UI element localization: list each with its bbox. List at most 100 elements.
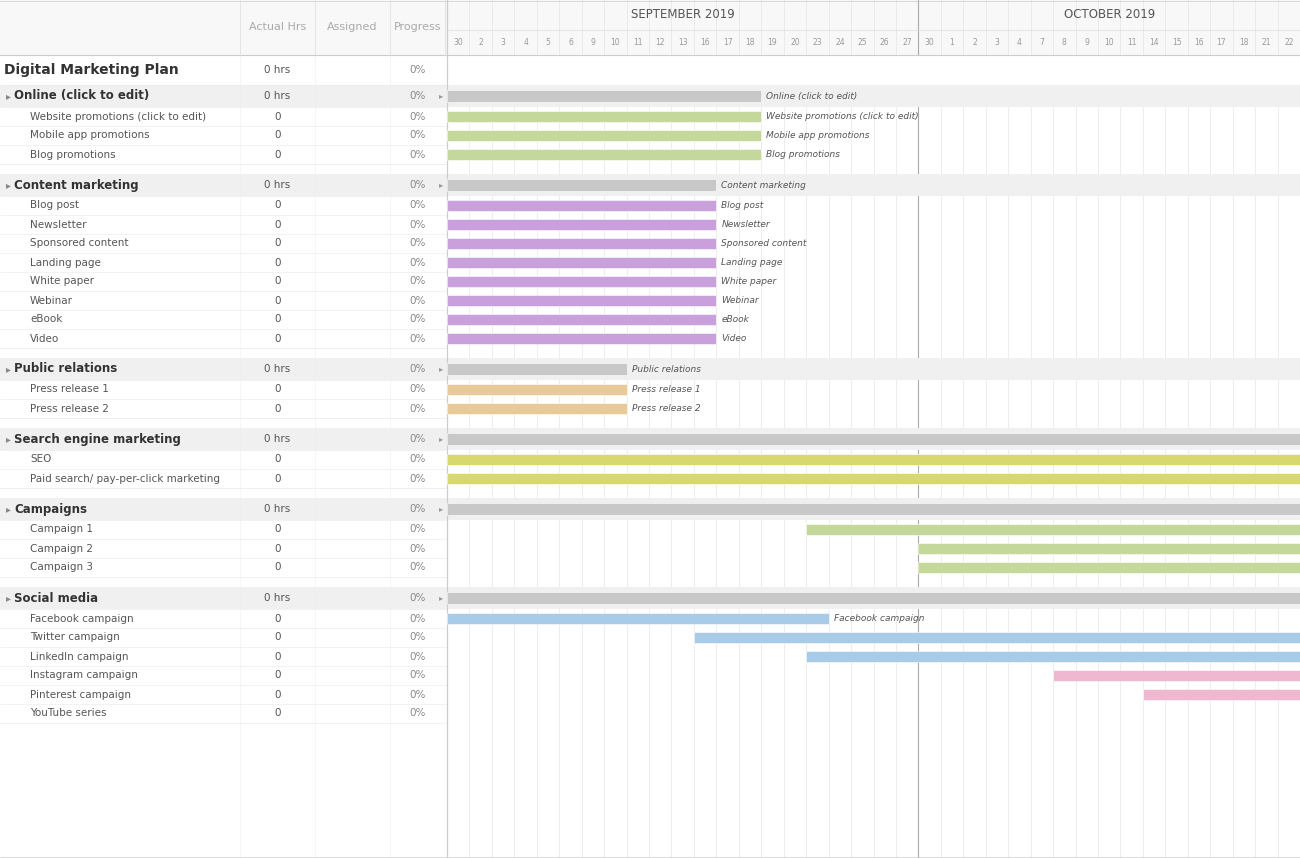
Text: 9: 9: [1084, 38, 1089, 47]
Text: 0 hrs: 0 hrs: [264, 91, 291, 101]
Text: 25: 25: [858, 38, 867, 47]
Text: 0: 0: [274, 239, 281, 249]
Text: 30: 30: [454, 38, 463, 47]
Text: Campaign 2: Campaign 2: [30, 543, 94, 553]
Bar: [447, 90, 762, 102]
Text: ▸: ▸: [439, 365, 443, 373]
Text: 0%: 0%: [410, 239, 425, 249]
Text: 17: 17: [723, 38, 732, 47]
Text: 0: 0: [274, 130, 281, 141]
Bar: [0, 0, 1300, 55]
Text: 17: 17: [1217, 38, 1226, 47]
Bar: [447, 238, 716, 249]
Text: Mobile app promotions: Mobile app promotions: [766, 131, 870, 140]
Text: 27: 27: [902, 38, 913, 47]
Text: Assigned: Assigned: [328, 22, 378, 33]
Text: 0%: 0%: [410, 613, 425, 624]
Text: 10: 10: [611, 38, 620, 47]
Text: 20: 20: [790, 38, 800, 47]
Bar: [0, 174, 1300, 196]
Text: 13: 13: [677, 38, 688, 47]
Text: 0%: 0%: [410, 220, 425, 229]
Text: Blog promotions: Blog promotions: [766, 150, 840, 159]
Text: 6: 6: [568, 38, 573, 47]
Text: Social media: Social media: [14, 591, 98, 605]
Text: ▸: ▸: [6, 180, 10, 190]
Text: 0%: 0%: [410, 455, 425, 464]
Text: 0%: 0%: [410, 91, 425, 101]
Text: 9: 9: [590, 38, 595, 47]
Text: 21: 21: [1261, 38, 1271, 47]
Text: 0%: 0%: [410, 334, 425, 343]
Text: 0%: 0%: [410, 149, 425, 160]
Text: Webinar: Webinar: [30, 295, 73, 305]
Bar: [447, 257, 716, 268]
Text: 0%: 0%: [410, 434, 425, 444]
Text: 3: 3: [994, 38, 1000, 47]
Bar: [918, 562, 1300, 573]
Text: 0%: 0%: [410, 709, 425, 718]
Text: Website promotions (click to edit): Website promotions (click to edit): [766, 112, 919, 121]
Text: Press release 2: Press release 2: [30, 403, 109, 414]
Text: ▸: ▸: [6, 91, 10, 101]
Text: 0: 0: [274, 474, 281, 484]
Text: Website promotions (click to edit): Website promotions (click to edit): [30, 112, 207, 122]
Text: 0%: 0%: [410, 524, 425, 535]
Text: 0: 0: [274, 543, 281, 553]
Bar: [447, 295, 716, 306]
Text: 4: 4: [1017, 38, 1022, 47]
Text: 0: 0: [274, 149, 281, 160]
Text: Press release 2: Press release 2: [632, 404, 701, 413]
Text: Twitter campaign: Twitter campaign: [30, 632, 120, 643]
Text: 0: 0: [274, 403, 281, 414]
Text: 24: 24: [835, 38, 845, 47]
Text: 5: 5: [546, 38, 550, 47]
Text: 0: 0: [274, 690, 281, 699]
Bar: [447, 473, 1300, 484]
Bar: [447, 130, 762, 141]
Text: 0: 0: [274, 709, 281, 718]
Text: 0: 0: [274, 257, 281, 268]
Text: Newsletter: Newsletter: [30, 220, 87, 229]
Text: 0%: 0%: [410, 632, 425, 643]
Text: 0: 0: [274, 220, 281, 229]
Text: Campaigns: Campaigns: [14, 503, 87, 516]
Text: 23: 23: [812, 38, 822, 47]
Text: 0%: 0%: [410, 593, 425, 603]
Bar: [806, 524, 1300, 535]
Text: 0: 0: [274, 651, 281, 662]
Text: Video: Video: [722, 334, 746, 343]
Bar: [0, 498, 1300, 520]
Text: Newsletter: Newsletter: [722, 220, 770, 229]
Text: 0: 0: [274, 315, 281, 324]
Text: 0 hrs: 0 hrs: [264, 180, 291, 190]
Text: 19: 19: [768, 38, 777, 47]
Text: 11: 11: [1127, 38, 1136, 47]
Bar: [447, 503, 1300, 515]
Text: Instagram campaign: Instagram campaign: [30, 670, 138, 680]
Text: 0%: 0%: [410, 276, 425, 287]
Bar: [694, 632, 1300, 643]
Text: 0: 0: [274, 524, 281, 535]
Text: 4: 4: [523, 38, 528, 47]
Bar: [918, 543, 1300, 554]
Bar: [1143, 689, 1300, 700]
Text: 0%: 0%: [410, 257, 425, 268]
Text: 0: 0: [274, 563, 281, 572]
Text: 16: 16: [1195, 38, 1204, 47]
Text: eBook: eBook: [722, 315, 749, 324]
Text: Public relations: Public relations: [14, 362, 117, 376]
Text: 15: 15: [1171, 38, 1182, 47]
Text: Webinar: Webinar: [722, 296, 759, 305]
Bar: [447, 592, 1300, 604]
Text: 0%: 0%: [410, 474, 425, 484]
Text: Landing page: Landing page: [722, 258, 783, 267]
Text: Campaign 1: Campaign 1: [30, 524, 94, 535]
Text: 30: 30: [924, 38, 935, 47]
Text: SEO: SEO: [30, 455, 52, 464]
Text: ▸: ▸: [6, 593, 10, 603]
Text: 0 hrs: 0 hrs: [264, 364, 291, 374]
Text: ▸: ▸: [439, 594, 443, 602]
Text: 18: 18: [745, 38, 755, 47]
Text: 2: 2: [478, 38, 484, 47]
